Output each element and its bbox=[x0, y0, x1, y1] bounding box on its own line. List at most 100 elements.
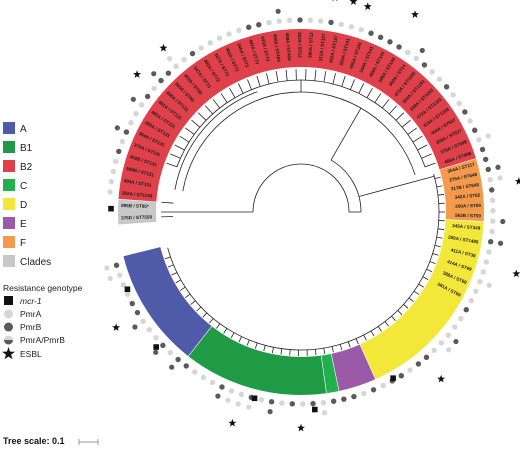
leaf-label: 494A / ST131 bbox=[123, 178, 152, 188]
leaf-label: 569B / ST131 bbox=[126, 166, 155, 178]
leaf-label: 452A / ST127 bbox=[328, 35, 339, 64]
light-grey-circle-icon bbox=[276, 18, 282, 24]
star-icon bbox=[297, 423, 305, 432]
dark-grey-circle-icon bbox=[166, 56, 173, 62]
leaf-label: 363A / ST12 bbox=[297, 32, 302, 58]
band-segment-clades bbox=[118, 199, 157, 225]
leaf-label: 200A / ST59 bbox=[455, 203, 481, 209]
legend-label-pmrb: PmrB bbox=[20, 322, 42, 332]
dark-grey-circle-icon bbox=[351, 393, 357, 400]
light-grey-circle-icon bbox=[480, 269, 487, 275]
band-segment-b2 bbox=[118, 28, 477, 202]
legend-swatch-e bbox=[3, 217, 15, 229]
light-grey-circle-icon bbox=[198, 45, 204, 51]
light-grey-circle-icon bbox=[119, 138, 126, 145]
leaf-label: 390A / ST12 bbox=[307, 32, 314, 58]
dark-grey-circle-icon bbox=[189, 50, 196, 57]
black-square-icon bbox=[312, 406, 318, 413]
dark-grey-circle-icon bbox=[485, 166, 491, 173]
dark-grey-circle-icon bbox=[415, 361, 422, 367]
light-grey-circle-icon bbox=[487, 176, 493, 183]
dark-grey-circle-icon bbox=[113, 262, 120, 268]
legend-label-c: C bbox=[20, 181, 27, 192]
black-square-icon bbox=[251, 395, 258, 402]
dark-grey-circle-icon bbox=[485, 133, 491, 139]
dark-grey-circle-icon bbox=[219, 384, 225, 390]
dark-grey-circle-icon bbox=[235, 401, 241, 407]
dark-grey-circle-icon bbox=[107, 275, 113, 282]
dark-grey-circle-icon bbox=[463, 307, 469, 313]
light-grey-circle-icon bbox=[438, 340, 445, 346]
dark-grey-circle-icon bbox=[169, 364, 175, 370]
light-grey-circle-icon bbox=[238, 391, 245, 398]
dark-grey-circle-icon bbox=[134, 309, 141, 316]
light-grey-circle-icon bbox=[489, 197, 496, 203]
light-grey-circle-icon bbox=[138, 102, 145, 108]
legend-label-b2: B2 bbox=[20, 162, 33, 173]
dark-grey-circle-icon bbox=[330, 398, 337, 404]
dark-grey-circle-icon bbox=[225, 397, 231, 403]
dark-grey-circle-icon bbox=[116, 148, 122, 155]
leaf-label: 895B / ST95* bbox=[121, 203, 149, 209]
light-grey-circle-icon bbox=[361, 390, 367, 397]
black-square-icon bbox=[124, 286, 131, 293]
light-grey-circle-icon bbox=[113, 158, 119, 165]
legend-swatch-a bbox=[3, 122, 15, 134]
dark-grey-circle-icon bbox=[104, 265, 110, 271]
black-square-icon bbox=[390, 375, 396, 381]
dark-grey-circle-icon bbox=[423, 354, 430, 361]
tree-scale: Tree scale: 0.1 bbox=[3, 436, 99, 446]
legend-label-d: D bbox=[20, 200, 27, 211]
dark-grey-circle-icon bbox=[160, 342, 166, 349]
light-grey-circle-icon bbox=[431, 347, 437, 354]
black-square-icon bbox=[153, 344, 159, 350]
star-icon bbox=[411, 10, 419, 18]
star-icon bbox=[512, 269, 520, 278]
light-grey-circle-icon bbox=[128, 120, 134, 126]
leaf-label: 376D / ST7558 bbox=[121, 214, 153, 220]
light-grey-circle-icon bbox=[258, 397, 265, 403]
light-grey-circle-icon bbox=[266, 19, 272, 26]
leaf-label: 458A / ST404 bbox=[272, 34, 281, 63]
leaf-label: 488A / ST404 bbox=[285, 32, 292, 61]
dark-grey-circle-icon bbox=[472, 127, 478, 133]
light-grey-circle-icon bbox=[486, 249, 492, 255]
light-grey-circle-icon bbox=[320, 399, 327, 406]
band-segment-b1 bbox=[188, 326, 327, 395]
dark-grey-circle-icon bbox=[165, 70, 172, 76]
star-icon bbox=[2, 347, 15, 360]
band-segment-a bbox=[123, 247, 212, 357]
leaf-label: 352A / ST1193 bbox=[122, 190, 153, 198]
light-grey-circle-icon bbox=[483, 259, 490, 265]
light-grey-circle-icon bbox=[140, 318, 146, 325]
leaf-label: 345A / ST349 bbox=[452, 223, 481, 231]
light-grey-circle-icon bbox=[236, 27, 242, 34]
resistance-annotation-ring bbox=[104, 0, 520, 432]
resistance-legend: Resistance genotype mcr-1 PmrA PmrB PmrA… bbox=[2, 283, 83, 360]
dark-grey-circle-icon bbox=[246, 24, 252, 30]
dark-grey-circle-icon bbox=[368, 30, 374, 36]
dark-grey-circle-icon bbox=[479, 146, 486, 153]
dark-grey-circle-icon bbox=[396, 44, 402, 50]
light-grey-circle-icon bbox=[133, 110, 139, 117]
star-icon bbox=[363, 2, 372, 10]
light-grey-circle-icon bbox=[226, 31, 232, 37]
star-icon bbox=[112, 323, 121, 331]
dark-grey-circle-icon bbox=[489, 187, 495, 193]
light-grey-circle-icon bbox=[209, 379, 216, 386]
black-square-icon bbox=[108, 205, 114, 212]
legend-label-clades: Clades bbox=[20, 257, 51, 268]
legend-swatch-clades bbox=[3, 255, 15, 267]
light-grey-circle-icon bbox=[200, 374, 207, 381]
light-grey-circle-icon bbox=[338, 21, 344, 27]
dark-grey-circle-icon bbox=[486, 282, 492, 288]
dark-grey-circle-icon bbox=[267, 409, 273, 415]
light-grey-circle-icon bbox=[436, 76, 443, 82]
star-icon bbox=[133, 70, 142, 78]
dark-grey-circle-icon bbox=[158, 77, 164, 84]
dark-grey-circle-icon bbox=[387, 39, 393, 45]
light-grey-circle-icon bbox=[318, 18, 324, 24]
light-grey-circle-icon bbox=[124, 291, 131, 298]
dark-grey-circle-icon bbox=[453, 338, 459, 345]
